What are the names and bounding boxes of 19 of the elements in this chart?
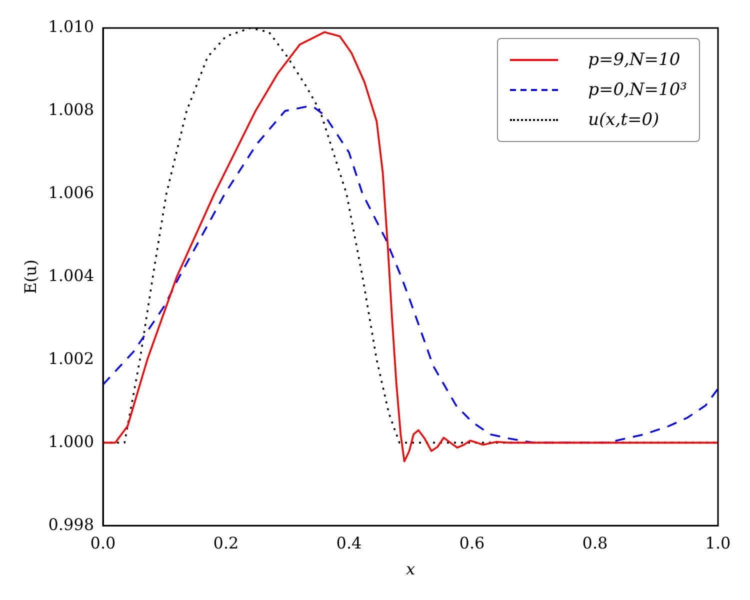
legend-label: p=9,N=10 — [588, 50, 680, 70]
y-axis-title: E(u) — [20, 260, 40, 294]
x-tick-label: 0.4 — [336, 533, 362, 552]
line-series — [103, 106, 718, 444]
y-tick-label: 1.008 — [48, 100, 94, 120]
y-tick-label: 1.006 — [48, 183, 94, 202]
legend-label: u(x,t=0) — [588, 110, 660, 130]
y-tick-label: 0.998 — [48, 514, 94, 534]
x-tick-label: 0.2 — [213, 533, 239, 552]
y-tick-label: 1.010 — [48, 17, 94, 36]
x-axis-title: x — [406, 560, 416, 579]
x-tick-label: 1.0 — [705, 533, 731, 552]
y-tick-label: 1.004 — [48, 266, 94, 285]
legend-label: p=0,N=10³ — [588, 80, 687, 100]
x-tick-label: 0.6 — [459, 533, 485, 552]
y-tick-label: 1.002 — [48, 348, 94, 368]
x-tick-label: 0.8 — [582, 533, 608, 552]
x-tick-label: 0.0 — [90, 533, 116, 552]
y-tick-label: 1.000 — [48, 432, 94, 451]
